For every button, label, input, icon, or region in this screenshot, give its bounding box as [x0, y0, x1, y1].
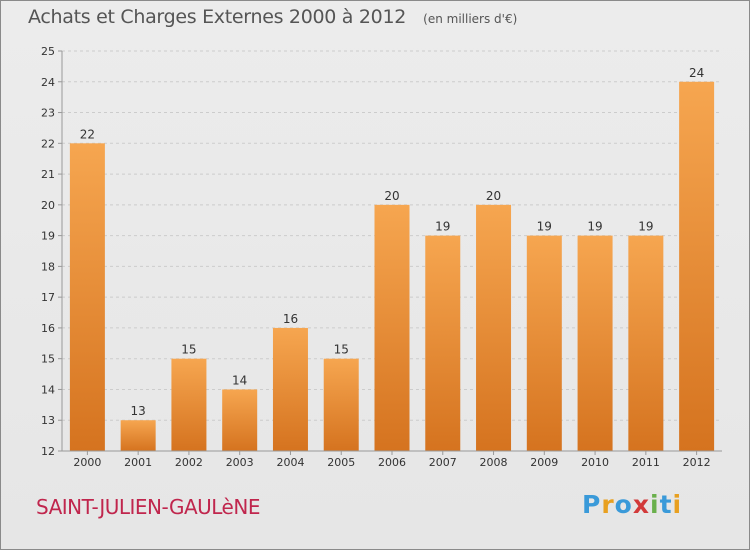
x-tick-label: 2008 — [480, 456, 508, 469]
data-label: 20 — [384, 189, 399, 203]
y-tick-label: 15 — [41, 353, 55, 366]
y-tick-label: 12 — [41, 445, 55, 458]
bar — [526, 235, 562, 451]
y-tick-label: 17 — [41, 291, 55, 304]
bar — [69, 143, 105, 452]
brand-letter: P — [582, 490, 602, 519]
x-tick-label: 2002 — [175, 456, 203, 469]
bar — [222, 389, 258, 451]
x-tick-label: 2006 — [378, 456, 406, 469]
x-tick-label: 2003 — [226, 456, 254, 469]
x-tick-label: 2005 — [327, 456, 355, 469]
brand-letter: o — [614, 490, 633, 519]
bar — [425, 235, 461, 451]
data-label: 15 — [181, 343, 196, 357]
brand-letter: i — [650, 490, 660, 519]
data-label: 14 — [232, 373, 247, 387]
brand-letter: i — [672, 490, 683, 519]
y-tick-label: 13 — [41, 414, 55, 427]
brand-logo[interactable]: Proxiti — [582, 490, 682, 519]
brand-letter: t — [659, 490, 673, 519]
y-tick-label: 20 — [41, 199, 55, 212]
bar — [323, 358, 359, 451]
y-tick-label: 14 — [41, 383, 55, 396]
x-tick-label: 2009 — [530, 456, 558, 469]
bar — [577, 235, 613, 451]
x-tick-label: 2012 — [683, 456, 711, 469]
commune-name: SAINT-JULIEN-GAULèNE — [36, 495, 260, 519]
data-label: 24 — [689, 66, 704, 80]
data-label: 22 — [80, 127, 95, 141]
y-tick-label: 19 — [41, 230, 55, 243]
x-tick-label: 2004 — [276, 456, 304, 469]
data-labels: 22 13 15 14 16 15 20 19 20 19 19 19 24 — [80, 66, 705, 418]
bar — [171, 358, 207, 451]
data-label: 19 — [435, 220, 450, 234]
x-tick-label: 2001 — [124, 456, 152, 469]
y-tick-label: 18 — [41, 260, 55, 273]
x-tick-label: 2011 — [632, 456, 660, 469]
brand-letter: x — [632, 490, 650, 519]
bar — [679, 81, 715, 452]
x-tick-label: 2010 — [581, 456, 609, 469]
brand-letter: r — [601, 490, 615, 519]
bar — [476, 204, 512, 451]
bar — [374, 204, 410, 451]
data-label: 19 — [587, 220, 602, 234]
y-tick-label: 24 — [41, 76, 55, 89]
bar — [272, 327, 308, 451]
y-tick-label: 25 — [41, 45, 55, 58]
data-label: 16 — [283, 312, 298, 326]
chart-title: Achats et Charges Externes 2000 à 2012 — [28, 6, 407, 28]
data-label: 15 — [334, 343, 349, 357]
data-label: 13 — [131, 404, 146, 418]
bar — [628, 235, 664, 451]
y-tick-label: 21 — [41, 168, 55, 181]
bars — [69, 81, 715, 452]
y-tick-label: 16 — [41, 322, 55, 335]
x-tick-label: 2000 — [73, 456, 101, 469]
x-tick-label: 2007 — [429, 456, 457, 469]
chart-unit: (en milliers d'€) — [423, 12, 518, 26]
data-label: 19 — [638, 220, 653, 234]
data-label: 20 — [486, 189, 501, 203]
axes: 12 13 14 15 16 17 18 19 20 21 22 23 24 25 2000 2001 2002… — [41, 45, 722, 469]
y-tick-label: 23 — [41, 107, 55, 120]
y-tick-label: 22 — [41, 137, 55, 150]
chart-header: Achats et Charges Externes 2000 à 2012 (… — [28, 6, 517, 28]
bar — [120, 420, 156, 451]
data-label: 19 — [537, 220, 552, 234]
